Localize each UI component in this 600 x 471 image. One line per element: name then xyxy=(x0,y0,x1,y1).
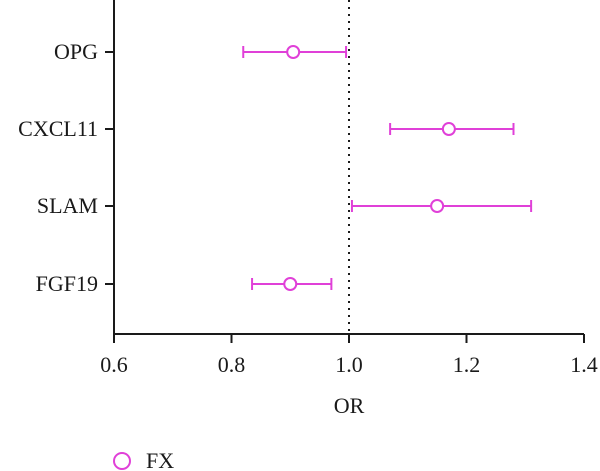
legend-marker-fx xyxy=(113,452,131,470)
forest-row-slam xyxy=(350,199,533,213)
y-tick-label: OPG xyxy=(54,39,98,64)
forest-row-opg xyxy=(242,45,348,59)
plot-axes xyxy=(113,0,584,335)
x-tick-label: 0.8 xyxy=(218,352,246,377)
or-point xyxy=(283,277,298,291)
x-tick-label: 0.6 xyxy=(100,352,128,377)
legend: FX xyxy=(113,448,174,471)
y-tick-label: SLAM xyxy=(37,193,98,218)
y-tick-label: CXCL11 xyxy=(18,116,98,141)
x-tick-label: 1.0 xyxy=(335,352,363,377)
data-marks xyxy=(242,45,533,291)
legend-label-fx: FX xyxy=(146,448,174,471)
x-tick-label: 1.4 xyxy=(570,352,598,377)
or-point xyxy=(441,122,456,136)
x-tick-label: 1.2 xyxy=(453,352,481,377)
y-axis-ticks: OPG CXCL11 SLAM FGF19 xyxy=(18,39,114,296)
forest-row-cxcl11 xyxy=(389,122,515,136)
x-axis-ticks: 0.6 0.8 1.0 1.2 1.4 xyxy=(100,334,598,377)
or-point xyxy=(430,199,445,213)
or-point xyxy=(286,45,301,59)
forest-row-fgf19 xyxy=(251,277,333,291)
y-tick-label: FGF19 xyxy=(36,271,98,296)
x-axis-title: OR xyxy=(334,393,365,418)
